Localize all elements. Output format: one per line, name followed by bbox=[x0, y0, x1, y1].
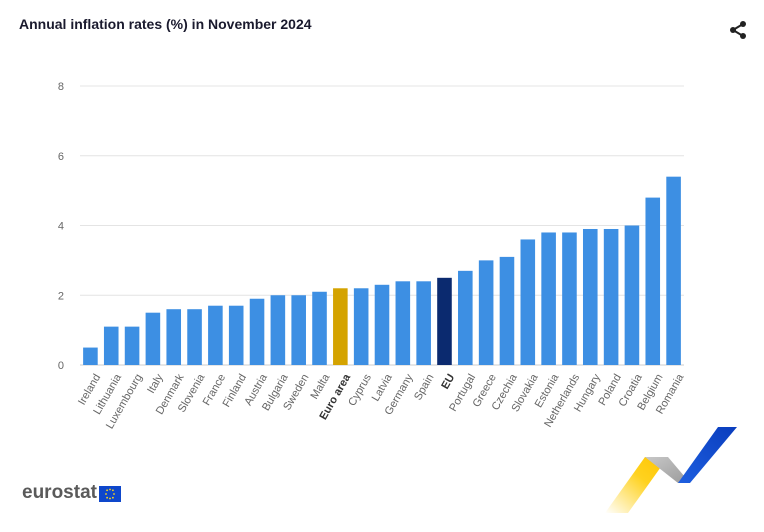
bar-luxembourg[interactable] bbox=[124, 326, 140, 365]
bar-netherlands[interactable] bbox=[562, 232, 577, 365]
chart-title: Annual inflation rates (%) in November 2… bbox=[19, 16, 312, 32]
bar-denmark[interactable] bbox=[166, 309, 182, 365]
x-tick-label: EU bbox=[439, 372, 457, 391]
bar-czechia[interactable] bbox=[499, 256, 515, 365]
x-tick-label: Italy bbox=[145, 372, 166, 396]
bar-italy[interactable] bbox=[145, 312, 161, 365]
bar-malta[interactable] bbox=[312, 291, 327, 365]
x-tick-label: Spain bbox=[412, 372, 436, 402]
bar-slovenia[interactable] bbox=[187, 309, 202, 365]
y-tick-label: 2 bbox=[58, 290, 64, 302]
bar-hungary[interactable] bbox=[582, 228, 598, 365]
bar-sweden[interactable] bbox=[291, 295, 306, 365]
bar-poland[interactable] bbox=[603, 228, 619, 365]
eu-flag-icon bbox=[98, 486, 121, 502]
brand-decoration bbox=[600, 425, 750, 520]
y-tick-label: 8 bbox=[58, 81, 64, 93]
bar-austria[interactable] bbox=[249, 298, 265, 365]
bar-portugal[interactable] bbox=[458, 270, 473, 365]
bar-eu[interactable] bbox=[437, 277, 452, 365]
y-tick-label: 6 bbox=[58, 151, 64, 163]
bar-france[interactable] bbox=[208, 305, 223, 365]
bar-slovakia[interactable] bbox=[520, 239, 536, 365]
bar-finland[interactable] bbox=[228, 305, 244, 365]
share-icon[interactable] bbox=[726, 18, 750, 42]
bar-germany[interactable] bbox=[395, 281, 411, 365]
bar-cyprus[interactable] bbox=[353, 288, 369, 365]
y-tick-label: 0 bbox=[58, 360, 64, 372]
bar-romania[interactable] bbox=[666, 176, 681, 365]
eurostat-logo[interactable]: eurostat bbox=[22, 482, 121, 504]
bar-croatia[interactable] bbox=[624, 225, 640, 366]
y-tick-label: 4 bbox=[58, 221, 64, 233]
logo-text: eurostat bbox=[22, 482, 97, 503]
bar-estonia[interactable] bbox=[541, 232, 556, 365]
bar-spain[interactable] bbox=[416, 281, 431, 365]
bar-greece[interactable] bbox=[478, 260, 494, 365]
bar-bulgaria[interactable] bbox=[270, 295, 286, 365]
bar-euro-area[interactable] bbox=[333, 288, 348, 365]
bar-ireland[interactable] bbox=[83, 347, 98, 365]
bar-latvia[interactable] bbox=[374, 284, 390, 365]
bar-lithuania[interactable] bbox=[103, 326, 119, 365]
bar-belgium[interactable] bbox=[645, 197, 661, 365]
